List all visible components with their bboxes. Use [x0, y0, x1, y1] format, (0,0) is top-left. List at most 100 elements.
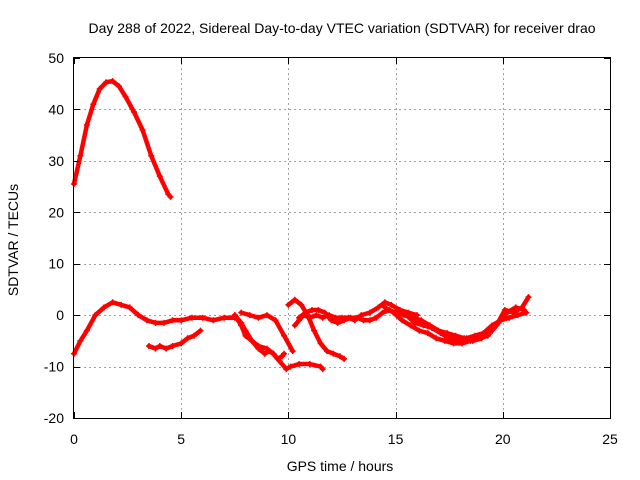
data-point — [83, 327, 90, 334]
data-point — [261, 350, 268, 357]
data-point — [399, 317, 405, 324]
data-point — [197, 327, 204, 334]
data-point — [330, 350, 337, 357]
data-point — [334, 319, 341, 326]
data-point — [156, 173, 163, 180]
data-point — [321, 309, 328, 316]
data-point — [101, 304, 107, 311]
y-axis-label: SDTVAR / TECUs — [5, 184, 21, 296]
data-point — [109, 78, 116, 85]
data-point — [446, 335, 453, 342]
data-point — [255, 314, 262, 321]
data-point — [118, 301, 125, 308]
data-point — [444, 330, 451, 337]
data-point — [416, 327, 423, 334]
data-point — [512, 304, 519, 311]
data-point — [242, 327, 249, 334]
x-tick-label: 5 — [177, 431, 185, 447]
data-point — [178, 317, 185, 324]
data-point — [426, 322, 433, 329]
data-point — [525, 294, 532, 301]
data-point — [289, 348, 296, 355]
data-point — [148, 152, 155, 159]
data-point — [122, 93, 129, 100]
data-point — [96, 85, 103, 92]
data-point — [521, 307, 528, 313]
data-point — [302, 309, 309, 316]
data-point — [92, 312, 99, 319]
data-point — [379, 309, 386, 316]
data-point — [131, 109, 137, 115]
data-point — [287, 363, 294, 370]
data-point — [341, 355, 348, 362]
series-group — [71, 78, 532, 373]
data-point — [296, 314, 303, 321]
data-point — [291, 322, 298, 329]
series-arc-7 — [286, 297, 347, 362]
data-point — [281, 350, 288, 357]
data-point — [143, 317, 150, 324]
data-point — [441, 337, 448, 344]
data-point — [388, 301, 395, 308]
plot-frame — [73, 57, 611, 419]
data-point — [435, 327, 442, 334]
series-arc-1 — [71, 78, 173, 200]
data-point — [375, 304, 382, 311]
data-point — [270, 350, 277, 357]
data-point — [161, 319, 167, 326]
data-point — [315, 307, 322, 313]
y-tick-label: 50 — [48, 50, 64, 66]
data-point — [163, 345, 170, 352]
data-point — [471, 332, 478, 339]
data-point — [152, 319, 159, 326]
data-point — [319, 366, 326, 373]
data-point — [504, 309, 511, 316]
data-point — [514, 312, 521, 319]
data-point — [266, 348, 273, 355]
data-point — [249, 337, 255, 344]
data-point — [360, 317, 367, 324]
data-point — [366, 309, 373, 316]
data-point — [486, 330, 493, 337]
data-point — [298, 301, 305, 308]
data-point — [317, 340, 324, 347]
data-point — [103, 79, 110, 86]
y-tick-label: 30 — [48, 153, 64, 169]
data-point — [238, 319, 245, 326]
tick-labels: 0 5 10 15 20 25 -20 -10 0 10 20 30 40 50 — [44, 50, 618, 447]
data-point — [152, 345, 159, 352]
data-point — [135, 312, 142, 319]
data-point — [306, 361, 313, 367]
data-point — [281, 332, 288, 339]
data-point — [264, 312, 270, 319]
data-point — [366, 317, 373, 324]
data-point — [341, 317, 348, 324]
data-point — [373, 314, 380, 321]
data-point — [221, 314, 228, 321]
data-point — [188, 314, 195, 321]
data-point — [424, 330, 431, 337]
y-tick-label: 10 — [48, 256, 64, 272]
data-point — [210, 317, 217, 324]
data-point — [296, 361, 303, 367]
data-point — [77, 152, 84, 159]
x-axis-label: GPS time / hours — [287, 458, 394, 474]
data-point — [313, 312, 320, 319]
x-tick-label: 10 — [281, 431, 297, 447]
data-point — [146, 343, 152, 349]
data-point — [169, 343, 176, 349]
data-point — [452, 332, 459, 339]
data-point — [167, 193, 174, 200]
data-point — [381, 299, 388, 306]
data-point — [178, 340, 185, 347]
data-point — [381, 304, 388, 311]
data-point — [311, 327, 318, 334]
data-point — [139, 127, 146, 133]
data-point — [478, 335, 485, 342]
data-point — [401, 312, 408, 319]
data-point — [191, 332, 198, 339]
data-point — [418, 317, 425, 324]
data-point — [328, 317, 335, 324]
data-point — [231, 312, 238, 319]
